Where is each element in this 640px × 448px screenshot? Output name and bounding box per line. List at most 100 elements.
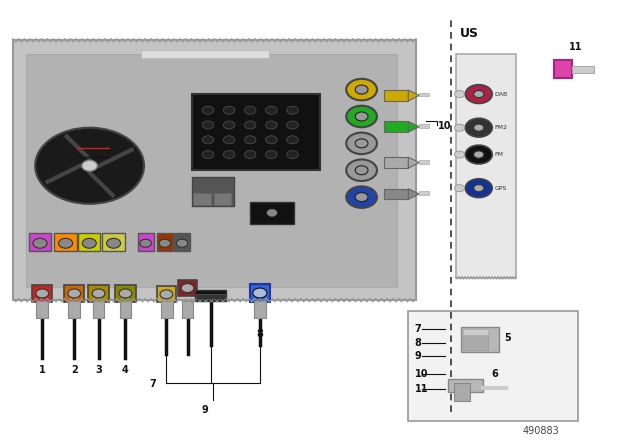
Circle shape xyxy=(68,289,81,298)
Bar xyxy=(250,284,270,302)
Circle shape xyxy=(92,289,105,298)
Bar xyxy=(463,335,488,350)
Text: FM2: FM2 xyxy=(495,125,508,130)
Text: 10: 10 xyxy=(415,369,428,379)
Bar xyxy=(461,327,499,352)
Bar xyxy=(64,285,84,302)
Circle shape xyxy=(253,288,267,298)
Bar xyxy=(572,66,594,73)
Circle shape xyxy=(266,121,277,129)
Bar xyxy=(192,177,234,206)
Bar xyxy=(36,301,48,318)
Polygon shape xyxy=(408,189,419,199)
Circle shape xyxy=(202,136,214,144)
Bar xyxy=(196,294,225,299)
Text: 6: 6 xyxy=(492,369,499,379)
Circle shape xyxy=(59,238,73,248)
Circle shape xyxy=(346,133,377,154)
Circle shape xyxy=(287,121,298,129)
Bar xyxy=(115,285,136,302)
Bar xyxy=(161,301,173,318)
Circle shape xyxy=(465,118,492,137)
Bar xyxy=(182,301,193,318)
Bar xyxy=(419,124,429,128)
Text: 9: 9 xyxy=(202,405,208,415)
Bar xyxy=(78,233,100,251)
Text: 11: 11 xyxy=(415,384,428,394)
Circle shape xyxy=(287,136,298,144)
Bar xyxy=(54,233,77,251)
Circle shape xyxy=(106,238,120,248)
Circle shape xyxy=(465,179,492,198)
Circle shape xyxy=(465,145,492,164)
Bar xyxy=(419,191,429,195)
Circle shape xyxy=(454,185,465,192)
Bar xyxy=(384,189,408,199)
Bar xyxy=(408,311,578,421)
Bar xyxy=(456,54,516,278)
Bar xyxy=(448,379,483,392)
Bar xyxy=(178,280,197,296)
Circle shape xyxy=(454,90,465,98)
Circle shape xyxy=(346,79,377,100)
Text: 10: 10 xyxy=(438,121,452,131)
Circle shape xyxy=(267,209,277,216)
Bar xyxy=(195,290,226,301)
Bar xyxy=(102,233,125,251)
Circle shape xyxy=(160,290,173,299)
Circle shape xyxy=(35,128,144,204)
Circle shape xyxy=(223,106,235,114)
Bar xyxy=(463,329,488,335)
Text: 2: 2 xyxy=(71,365,77,375)
Text: 5: 5 xyxy=(504,333,511,343)
Polygon shape xyxy=(408,121,419,132)
Circle shape xyxy=(244,151,256,159)
Circle shape xyxy=(287,106,298,114)
Circle shape xyxy=(454,151,465,158)
Circle shape xyxy=(244,106,256,114)
Circle shape xyxy=(223,151,235,159)
Circle shape xyxy=(346,159,377,181)
Circle shape xyxy=(454,124,465,131)
Circle shape xyxy=(36,289,49,298)
Circle shape xyxy=(244,121,256,129)
Bar xyxy=(157,233,173,251)
Circle shape xyxy=(266,106,277,114)
Bar xyxy=(138,233,154,251)
Circle shape xyxy=(33,238,47,248)
Circle shape xyxy=(355,166,368,175)
Circle shape xyxy=(244,136,256,144)
Circle shape xyxy=(346,186,377,208)
Circle shape xyxy=(202,121,214,129)
Bar xyxy=(419,160,429,164)
Bar xyxy=(93,301,104,318)
Text: 3: 3 xyxy=(95,365,102,375)
Bar xyxy=(68,301,80,318)
Bar xyxy=(88,285,109,302)
Text: US: US xyxy=(460,27,479,40)
Circle shape xyxy=(83,238,96,248)
Circle shape xyxy=(474,124,484,131)
Bar xyxy=(384,121,408,132)
Bar xyxy=(32,285,52,302)
Text: DAB: DAB xyxy=(495,91,508,97)
Bar xyxy=(120,301,131,318)
Circle shape xyxy=(223,136,235,144)
Circle shape xyxy=(474,90,484,98)
Text: FM: FM xyxy=(495,152,504,157)
Text: 11: 11 xyxy=(569,42,583,52)
Text: 1: 1 xyxy=(39,365,45,375)
Text: 4: 4 xyxy=(122,365,129,375)
Circle shape xyxy=(287,151,298,159)
Circle shape xyxy=(140,239,152,247)
Polygon shape xyxy=(408,157,419,168)
Circle shape xyxy=(346,106,377,127)
Text: 7: 7 xyxy=(415,324,422,334)
Bar xyxy=(384,157,408,168)
Circle shape xyxy=(355,112,368,121)
Circle shape xyxy=(355,139,368,148)
Circle shape xyxy=(159,239,170,247)
Bar xyxy=(26,54,397,287)
Text: 8: 8 xyxy=(257,329,263,339)
Bar xyxy=(554,60,572,78)
